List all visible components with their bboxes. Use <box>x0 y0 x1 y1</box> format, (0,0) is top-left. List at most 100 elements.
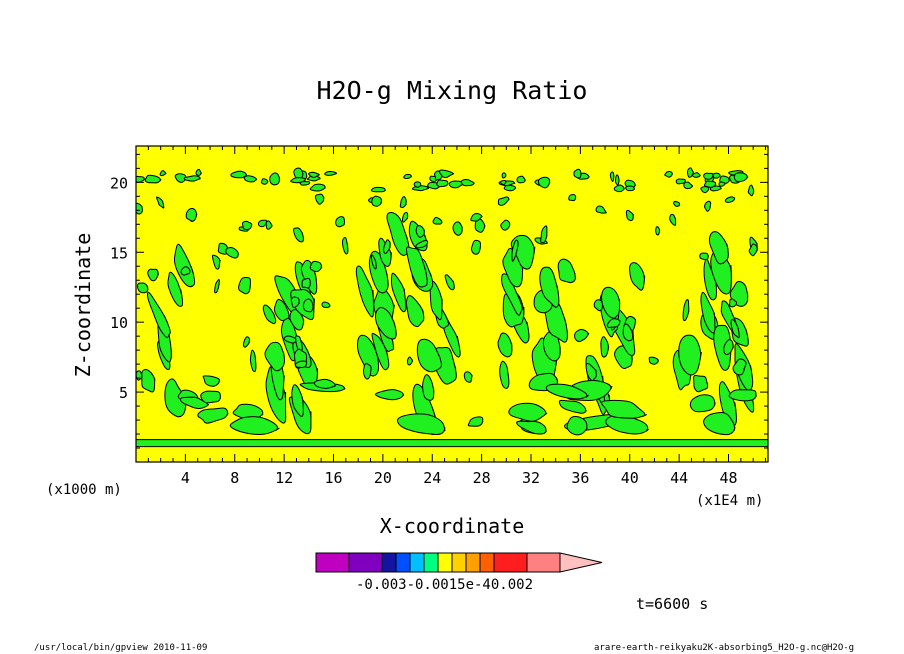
x-tick-label: 28 <box>473 469 491 487</box>
moisture-patch <box>733 172 749 183</box>
moisture-patch <box>422 374 435 401</box>
moisture-patch <box>713 324 732 371</box>
moisture-patch <box>730 319 740 339</box>
moisture-patch <box>703 172 714 180</box>
moisture-patch <box>622 323 634 342</box>
moisture-patch <box>202 375 220 387</box>
moisture-patch <box>568 193 577 202</box>
moisture-patch <box>574 328 590 343</box>
moisture-patch <box>609 171 615 182</box>
moisture-patch <box>321 301 331 309</box>
moisture-patch <box>508 402 548 422</box>
moisture-patch <box>600 336 610 358</box>
colorbar-swatch <box>493 552 528 573</box>
moisture-patch <box>415 239 429 249</box>
moisture-patch <box>183 175 201 182</box>
x-tick-label: 44 <box>670 469 688 487</box>
y-tick-label: 20 <box>110 174 128 192</box>
x-tick-label: 48 <box>719 469 737 487</box>
moisture-patch <box>238 276 252 295</box>
moisture-patch <box>497 196 510 206</box>
moisture-patch <box>613 184 625 193</box>
moisture-patch <box>371 332 390 371</box>
moisture-patch <box>173 243 196 288</box>
colorbar-swatch <box>348 552 383 573</box>
moisture-patch <box>308 171 320 178</box>
moisture-patch <box>324 170 338 176</box>
colorbar-swatch <box>465 552 481 573</box>
moisture-patch <box>703 412 736 436</box>
moisture-patch <box>606 318 621 328</box>
moisture-patch <box>699 252 709 261</box>
moisture-patch <box>516 175 526 184</box>
moisture-patch <box>682 299 690 322</box>
field-background <box>136 146 768 462</box>
colorbar-swatch <box>437 552 453 573</box>
moisture-patch <box>136 282 149 294</box>
moisture-patch <box>249 349 257 373</box>
moisture-patch <box>669 213 677 226</box>
colorbar-swatch <box>479 552 495 573</box>
moisture-patch <box>302 298 314 313</box>
moisture-patch <box>141 369 156 393</box>
moisture-patch <box>293 167 304 179</box>
moisture-patch <box>309 260 323 273</box>
moisture-patch <box>195 168 202 176</box>
moisture-patch <box>257 219 268 228</box>
colorbar-swatch <box>395 552 411 573</box>
moisture-patch <box>174 173 188 183</box>
moisture-patch <box>732 358 747 376</box>
moisture-patch <box>214 279 220 294</box>
moisture-patch <box>436 179 449 188</box>
moisture-patch <box>273 298 290 322</box>
moisture-patch <box>614 174 620 186</box>
moisture-patch <box>470 239 482 255</box>
moisture-patch <box>370 186 386 193</box>
moisture-patch <box>225 247 239 259</box>
x-tick-label: 36 <box>571 469 589 487</box>
moisture-patch <box>167 271 184 307</box>
moisture-patch <box>474 217 486 233</box>
y-tick-label: 5 <box>119 384 128 402</box>
colorbar-swatch <box>451 552 467 573</box>
moisture-patch <box>200 390 222 404</box>
moisture-patch <box>144 174 162 184</box>
colorbar-swatch <box>381 552 397 573</box>
moisture-patch <box>463 371 473 383</box>
moisture-patch <box>501 172 507 179</box>
moisture-patch <box>197 407 229 424</box>
moisture-patch <box>664 170 673 178</box>
moisture-patch <box>399 196 407 208</box>
x-axis-label-text: X-coordinate <box>379 514 525 538</box>
moisture-patch <box>444 274 455 291</box>
moisture-patch <box>675 178 686 185</box>
moisture-patch <box>693 374 709 393</box>
x-tick-label: 4 <box>181 469 190 487</box>
moisture-patch <box>452 221 463 236</box>
moisture-patch <box>242 336 251 348</box>
moisture-patch <box>291 384 304 417</box>
moisture-patch <box>371 195 383 207</box>
moisture-patch <box>179 396 210 410</box>
moisture-patch <box>573 168 582 179</box>
x-tick-label: 40 <box>621 469 639 487</box>
moisture-patch <box>500 179 507 186</box>
moisture-patch <box>558 399 587 414</box>
moisture-patch <box>537 176 551 189</box>
moisture-patch <box>625 185 636 192</box>
moisture-patch <box>375 389 405 401</box>
moisture-patch <box>390 272 407 313</box>
moisture-patch <box>313 378 337 389</box>
moisture-patch <box>729 298 738 308</box>
colorbar-tick-labels: -0.003-0.0015e-40.002 <box>356 577 534 593</box>
moisture-patch <box>585 362 597 382</box>
moisture-patch <box>429 280 443 321</box>
moisture-patch <box>180 266 191 276</box>
moisture-patch <box>467 416 484 427</box>
moisture-patch <box>293 227 305 243</box>
contour-patches <box>136 167 768 448</box>
moisture-patch <box>432 216 443 225</box>
x-tick-label: 20 <box>374 469 392 487</box>
moisture-patch <box>511 239 519 262</box>
moisture-patch <box>314 193 325 205</box>
